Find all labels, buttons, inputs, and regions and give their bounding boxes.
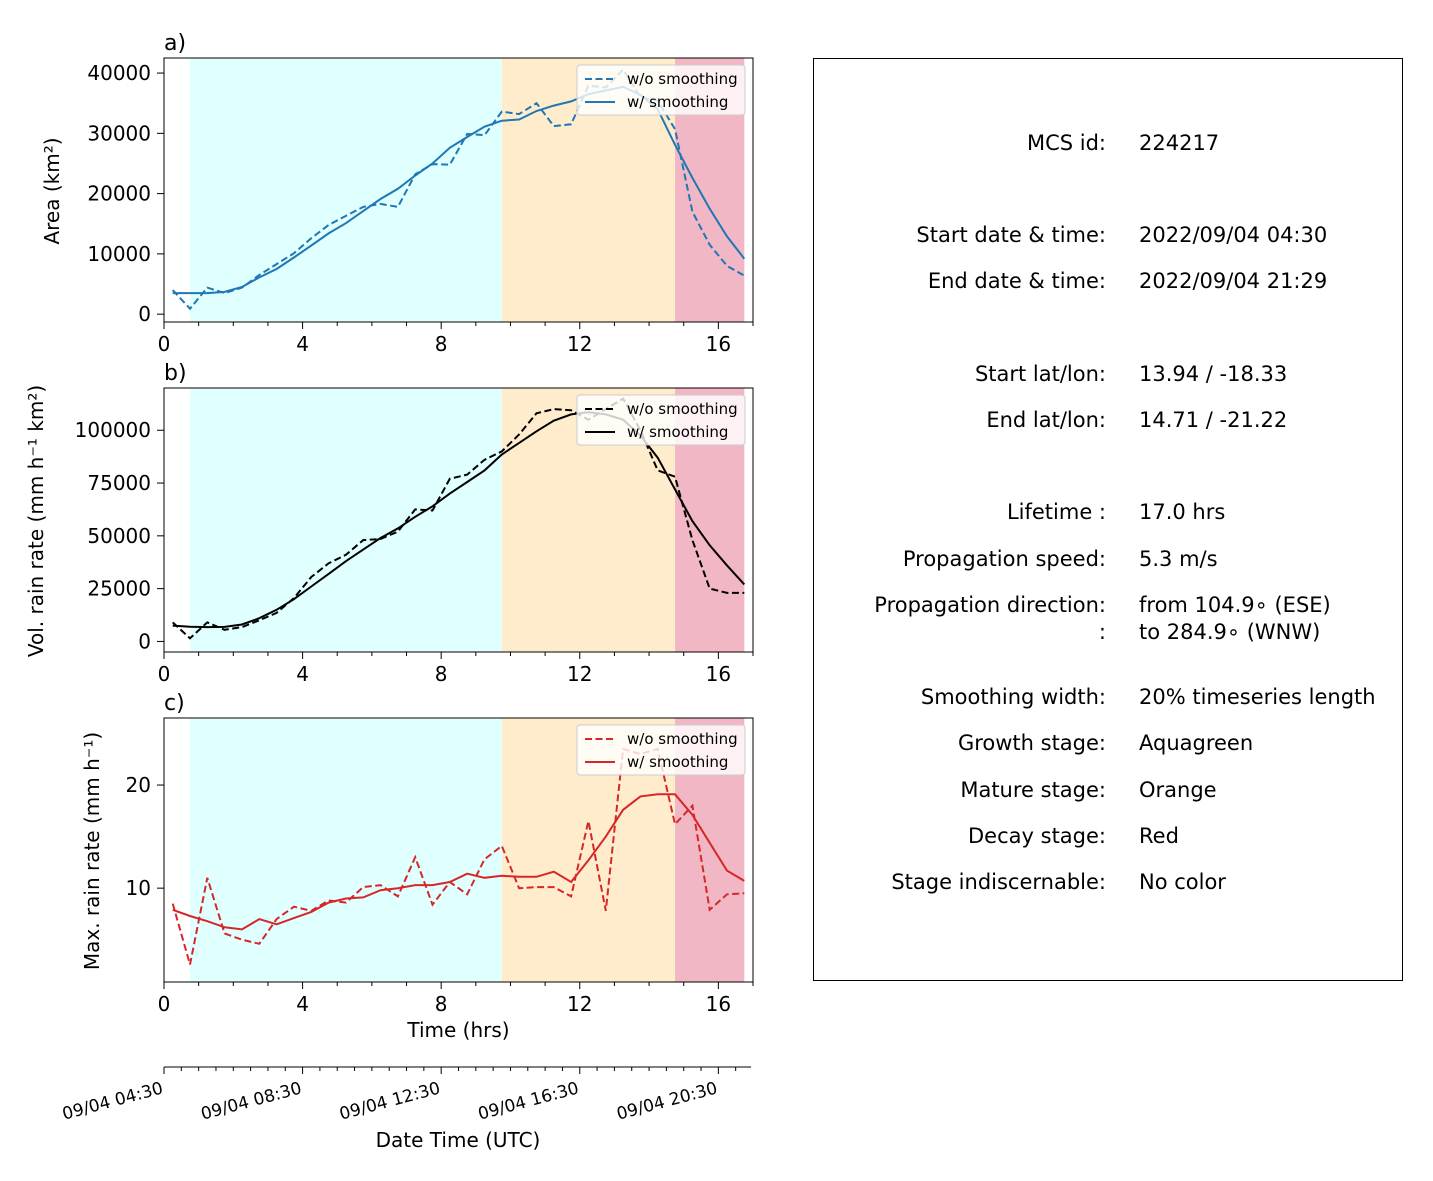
y-axis-label: Area (km²): [40, 137, 64, 244]
x-tick-label: 8: [435, 992, 448, 1016]
info-value: 5.3 m/s: [1139, 547, 1218, 571]
y-tick-label: 20: [126, 773, 151, 797]
info-value: from 104.9∘ (ESE): [1139, 593, 1331, 617]
info-value: Orange: [1139, 778, 1217, 802]
legend-label: w/o smoothing: [627, 70, 738, 88]
x-tick-label: 12: [567, 992, 592, 1016]
panel-label: b): [164, 361, 187, 386]
y-tick-label: 0: [138, 302, 151, 326]
legend-box: [576, 394, 746, 446]
x-tick-label: 0: [158, 332, 171, 356]
panel-b: w/o smoothing w/ smoothing 0 4 8 12 16 0 25000 50…: [24, 361, 754, 686]
x-tick-label: 0: [158, 662, 171, 686]
info-label: Stage indiscernable:: [891, 870, 1106, 894]
y-tick-label: 10000: [87, 242, 151, 266]
x-axis-label: Time (hrs): [406, 1018, 509, 1042]
info-value: to 284.9∘ (WNW): [1139, 620, 1321, 644]
date-tick-label: 09/04 20:30: [615, 1079, 720, 1125]
mcs-info-panel: MCS id: 224217 Start date & time: 2022/0…: [813, 58, 1403, 981]
y-tick-label: 75000: [87, 471, 151, 495]
y-tick-label: 40000: [87, 61, 151, 85]
info-value: No color: [1139, 870, 1226, 894]
y-tick-label: 100000: [75, 418, 151, 442]
info-value: 224217: [1139, 131, 1220, 155]
info-label: End lat/lon:: [986, 408, 1106, 432]
info-label: Lifetime :: [1006, 500, 1106, 524]
legend-label: w/ smoothing: [627, 753, 728, 771]
info-label: MCS id:: [1026, 131, 1106, 155]
series-line-raw: [172, 397, 745, 640]
info-label: Start lat/lon:: [974, 362, 1106, 386]
info-label: Smoothing width:: [920, 685, 1106, 709]
x-tick-label: 12: [567, 662, 592, 686]
y-tick-label: 30000: [87, 121, 151, 145]
stage-band-growth: [189, 718, 502, 982]
date-tick-label: 09/04 04:30: [60, 1079, 165, 1125]
y-tick-label: 50000: [87, 524, 151, 548]
info-label: Growth stage:: [957, 731, 1106, 755]
legend-box: [576, 724, 746, 776]
x-tick-label: 4: [296, 662, 309, 686]
info-label: Start date & time:: [916, 223, 1106, 247]
x-tick-label: 16: [706, 662, 731, 686]
x-tick-label: 8: [435, 662, 448, 686]
legend-label: w/o smoothing: [627, 400, 738, 418]
date-tick-label: 09/04 12:30: [337, 1079, 442, 1125]
y-axis-label: Vol. rain rate (mm h⁻¹ km²): [24, 385, 48, 657]
x-tick-label: 16: [706, 992, 731, 1016]
stage-band-growth: [189, 388, 502, 652]
axes-frame: [163, 387, 754, 653]
date-tick-label: 09/04 16:30: [476, 1079, 581, 1125]
x-tick-label: 4: [296, 992, 309, 1016]
panel-a: w/o smoothing w/ smoothing 0 4 8 12 16 0 10000 20…: [40, 31, 754, 356]
info-label: Mature stage:: [960, 778, 1106, 802]
date-axis-label: Date Time (UTC): [376, 1128, 541, 1152]
y-tick-label: 20000: [87, 182, 151, 206]
date-axis: 09/04 04:30 09/04 08:30 09/04 12:30 09/04 1…: [60, 1066, 751, 1152]
info-value: 2022/09/04 04:30: [1139, 223, 1328, 247]
panel-label: c): [164, 691, 185, 716]
info-value: Aquagreen: [1139, 731, 1254, 755]
info-value: Red: [1139, 824, 1179, 848]
info-value: 2022/09/04 21:29: [1139, 269, 1328, 293]
y-tick-label: 0: [138, 629, 151, 653]
info-value: 14.71 / -21.22: [1139, 408, 1288, 432]
x-tick-label: 16: [706, 332, 731, 356]
info-label: Propagation speed:: [902, 547, 1106, 571]
series-line-smoothed: [172, 411, 746, 629]
axes-frame: [163, 57, 754, 323]
info-value: 20% timeseries length: [1139, 685, 1376, 709]
info-label: Decay stage:: [968, 824, 1106, 848]
y-tick-label: 10: [126, 876, 151, 900]
legend-box: [576, 64, 746, 116]
info-value: 13.94 / -18.33: [1139, 362, 1288, 386]
date-tick-label: 09/04 08:30: [199, 1079, 304, 1125]
info-label: :: [1098, 620, 1106, 644]
info-value: 17.0 hrs: [1139, 500, 1226, 524]
series-line-raw: [171, 67, 745, 311]
x-tick-label: 12: [567, 332, 592, 356]
info-label: Propagation direction:: [874, 593, 1106, 617]
x-tick-label: 0: [158, 992, 171, 1016]
stage-band-growth: [189, 58, 502, 322]
series-line-smoothed: [172, 793, 745, 931]
panel-label: a): [164, 31, 186, 56]
x-tick-label: 4: [296, 332, 309, 356]
legend-label: w/o smoothing: [627, 730, 738, 748]
y-axis-label: Max. rain rate (mm h⁻¹): [80, 732, 104, 970]
legend-label: w/ smoothing: [627, 93, 728, 111]
axes-frame: [163, 717, 754, 983]
x-tick-label: 8: [435, 332, 448, 356]
panel-c: w/o smoothing w/ smoothing 0 4 8 12 16 10 20 c) Ma…: [80, 691, 754, 1042]
info-label: End date & time:: [927, 269, 1106, 293]
y-tick-label: 25000: [87, 577, 151, 601]
legend-label: w/ smoothing: [627, 423, 728, 441]
